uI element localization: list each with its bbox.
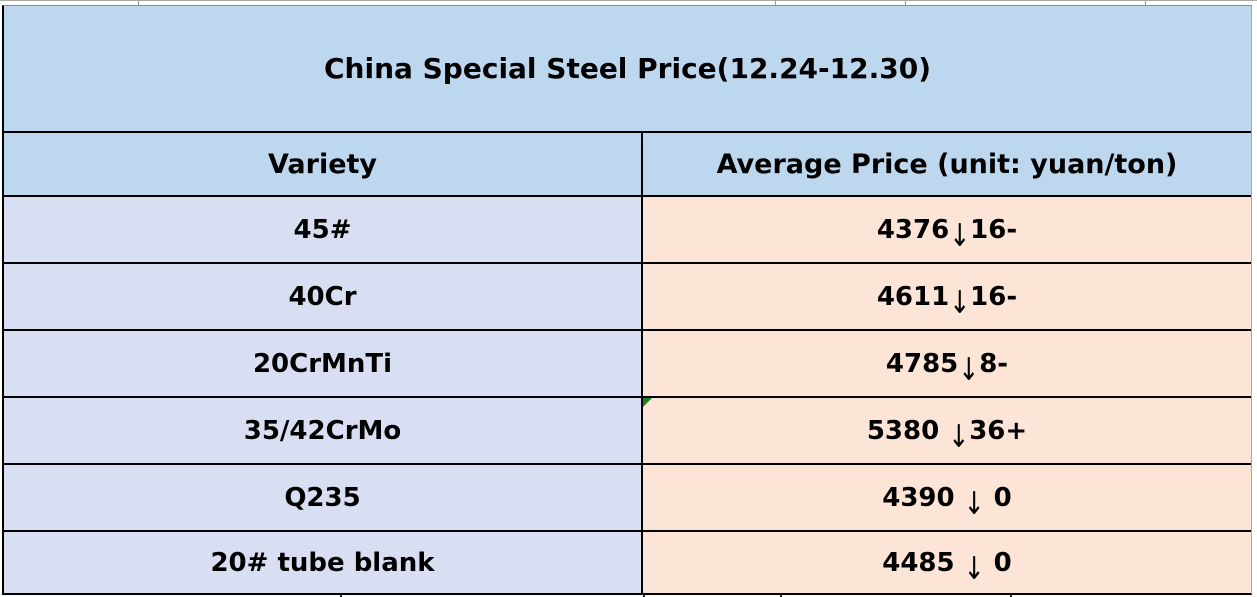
table-header-row: Variety Average Price (unit: yuan/ton) [4,133,1251,197]
variety-label: 45# [293,214,352,245]
price-value: 4390 [882,482,964,513]
gridline-stub [780,595,782,597]
price-value: 4785 [885,348,959,379]
price-header-label: Average Price (unit: yuan/ton) [716,148,1178,180]
table-title-cell[interactable]: China Special Steel Price(12.24-12.30) [4,6,1251,131]
price-value: 4611 [876,281,950,312]
table-title: China Special Steel Price(12.24-12.30) [323,52,932,85]
price-change: 16- [970,281,1018,312]
table-title-row: China Special Steel Price(12.24-12.30) [4,6,1251,133]
gridline-stub [138,1,139,5]
variety-label: Q235 [284,482,361,513]
price-cell[interactable]: 4485 ↓ 0 [643,532,1251,593]
variety-label: 20CrMnTi [252,348,393,379]
table-row: 45# 4376 ↓ 16- [4,197,1251,264]
price-change: 0 [984,482,1012,513]
table-row: Q235 4390 ↓ 0 [4,465,1251,532]
gridline-stub [1010,595,1012,597]
variety-cell[interactable]: 40Cr [4,264,643,329]
variety-label: 40Cr [288,281,357,312]
price-cell[interactable]: 4785 ↓ 8- [643,331,1251,396]
price-change: 8- [979,348,1009,379]
price-change: 0 [984,547,1012,578]
table-row: 35/42CrMo 5380 ↓ 36+ [4,398,1251,465]
down-arrow-icon: ↓ [949,284,971,321]
spreadsheet-gridline-strip-bottom [0,595,1257,597]
price-value: 4485 [882,547,964,578]
down-arrow-icon: ↓ [948,418,970,455]
price-cell[interactable]: 4611 ↓ 16- [643,264,1251,329]
down-arrow-icon: ↓ [958,351,980,388]
variety-header-cell[interactable]: Variety [4,133,643,195]
gridline-stub [340,595,342,597]
price-cell[interactable]: 5380 ↓ 36+ [643,398,1251,463]
price-cell[interactable]: 4390 ↓ 0 [643,465,1251,530]
variety-cell[interactable]: 20# tube blank [4,532,643,593]
variety-cell[interactable]: Q235 [4,465,643,530]
gridline-stub [1145,1,1146,5]
price-value: 5380 [866,415,949,446]
variety-label: 20# tube blank [210,547,435,578]
variety-cell[interactable]: 35/42CrMo [4,398,643,463]
gridline-stub [905,1,906,5]
gridline-stub [775,1,776,5]
price-value: 4376 [876,214,950,245]
price-change: 36+ [969,415,1028,446]
down-arrow-icon: ↓ [949,217,971,254]
variety-cell[interactable]: 20CrMnTi [4,331,643,396]
down-arrow-icon: ↓ [963,485,985,522]
table-row: 20# tube blank 4485 ↓ 0 [4,532,1251,593]
variety-label: 35/42CrMo [243,415,402,446]
steel-price-table: China Special Steel Price(12.24-12.30) V… [2,5,1252,595]
price-cell[interactable]: 4376 ↓ 16- [643,197,1251,262]
table-row: 20CrMnTi 4785 ↓ 8- [4,331,1251,398]
table-row: 40Cr 4611 ↓ 16- [4,264,1251,331]
spreadsheet-gridline-strip-top [0,0,1257,5]
variety-cell[interactable]: 45# [4,197,643,262]
error-marker-triangle-icon [643,398,652,407]
price-header-cell[interactable]: Average Price (unit: yuan/ton) [643,133,1251,195]
down-arrow-icon: ↓ [963,550,985,587]
variety-header-label: Variety [267,148,378,180]
price-change: 16- [970,214,1018,245]
gridline-stub [643,595,645,597]
